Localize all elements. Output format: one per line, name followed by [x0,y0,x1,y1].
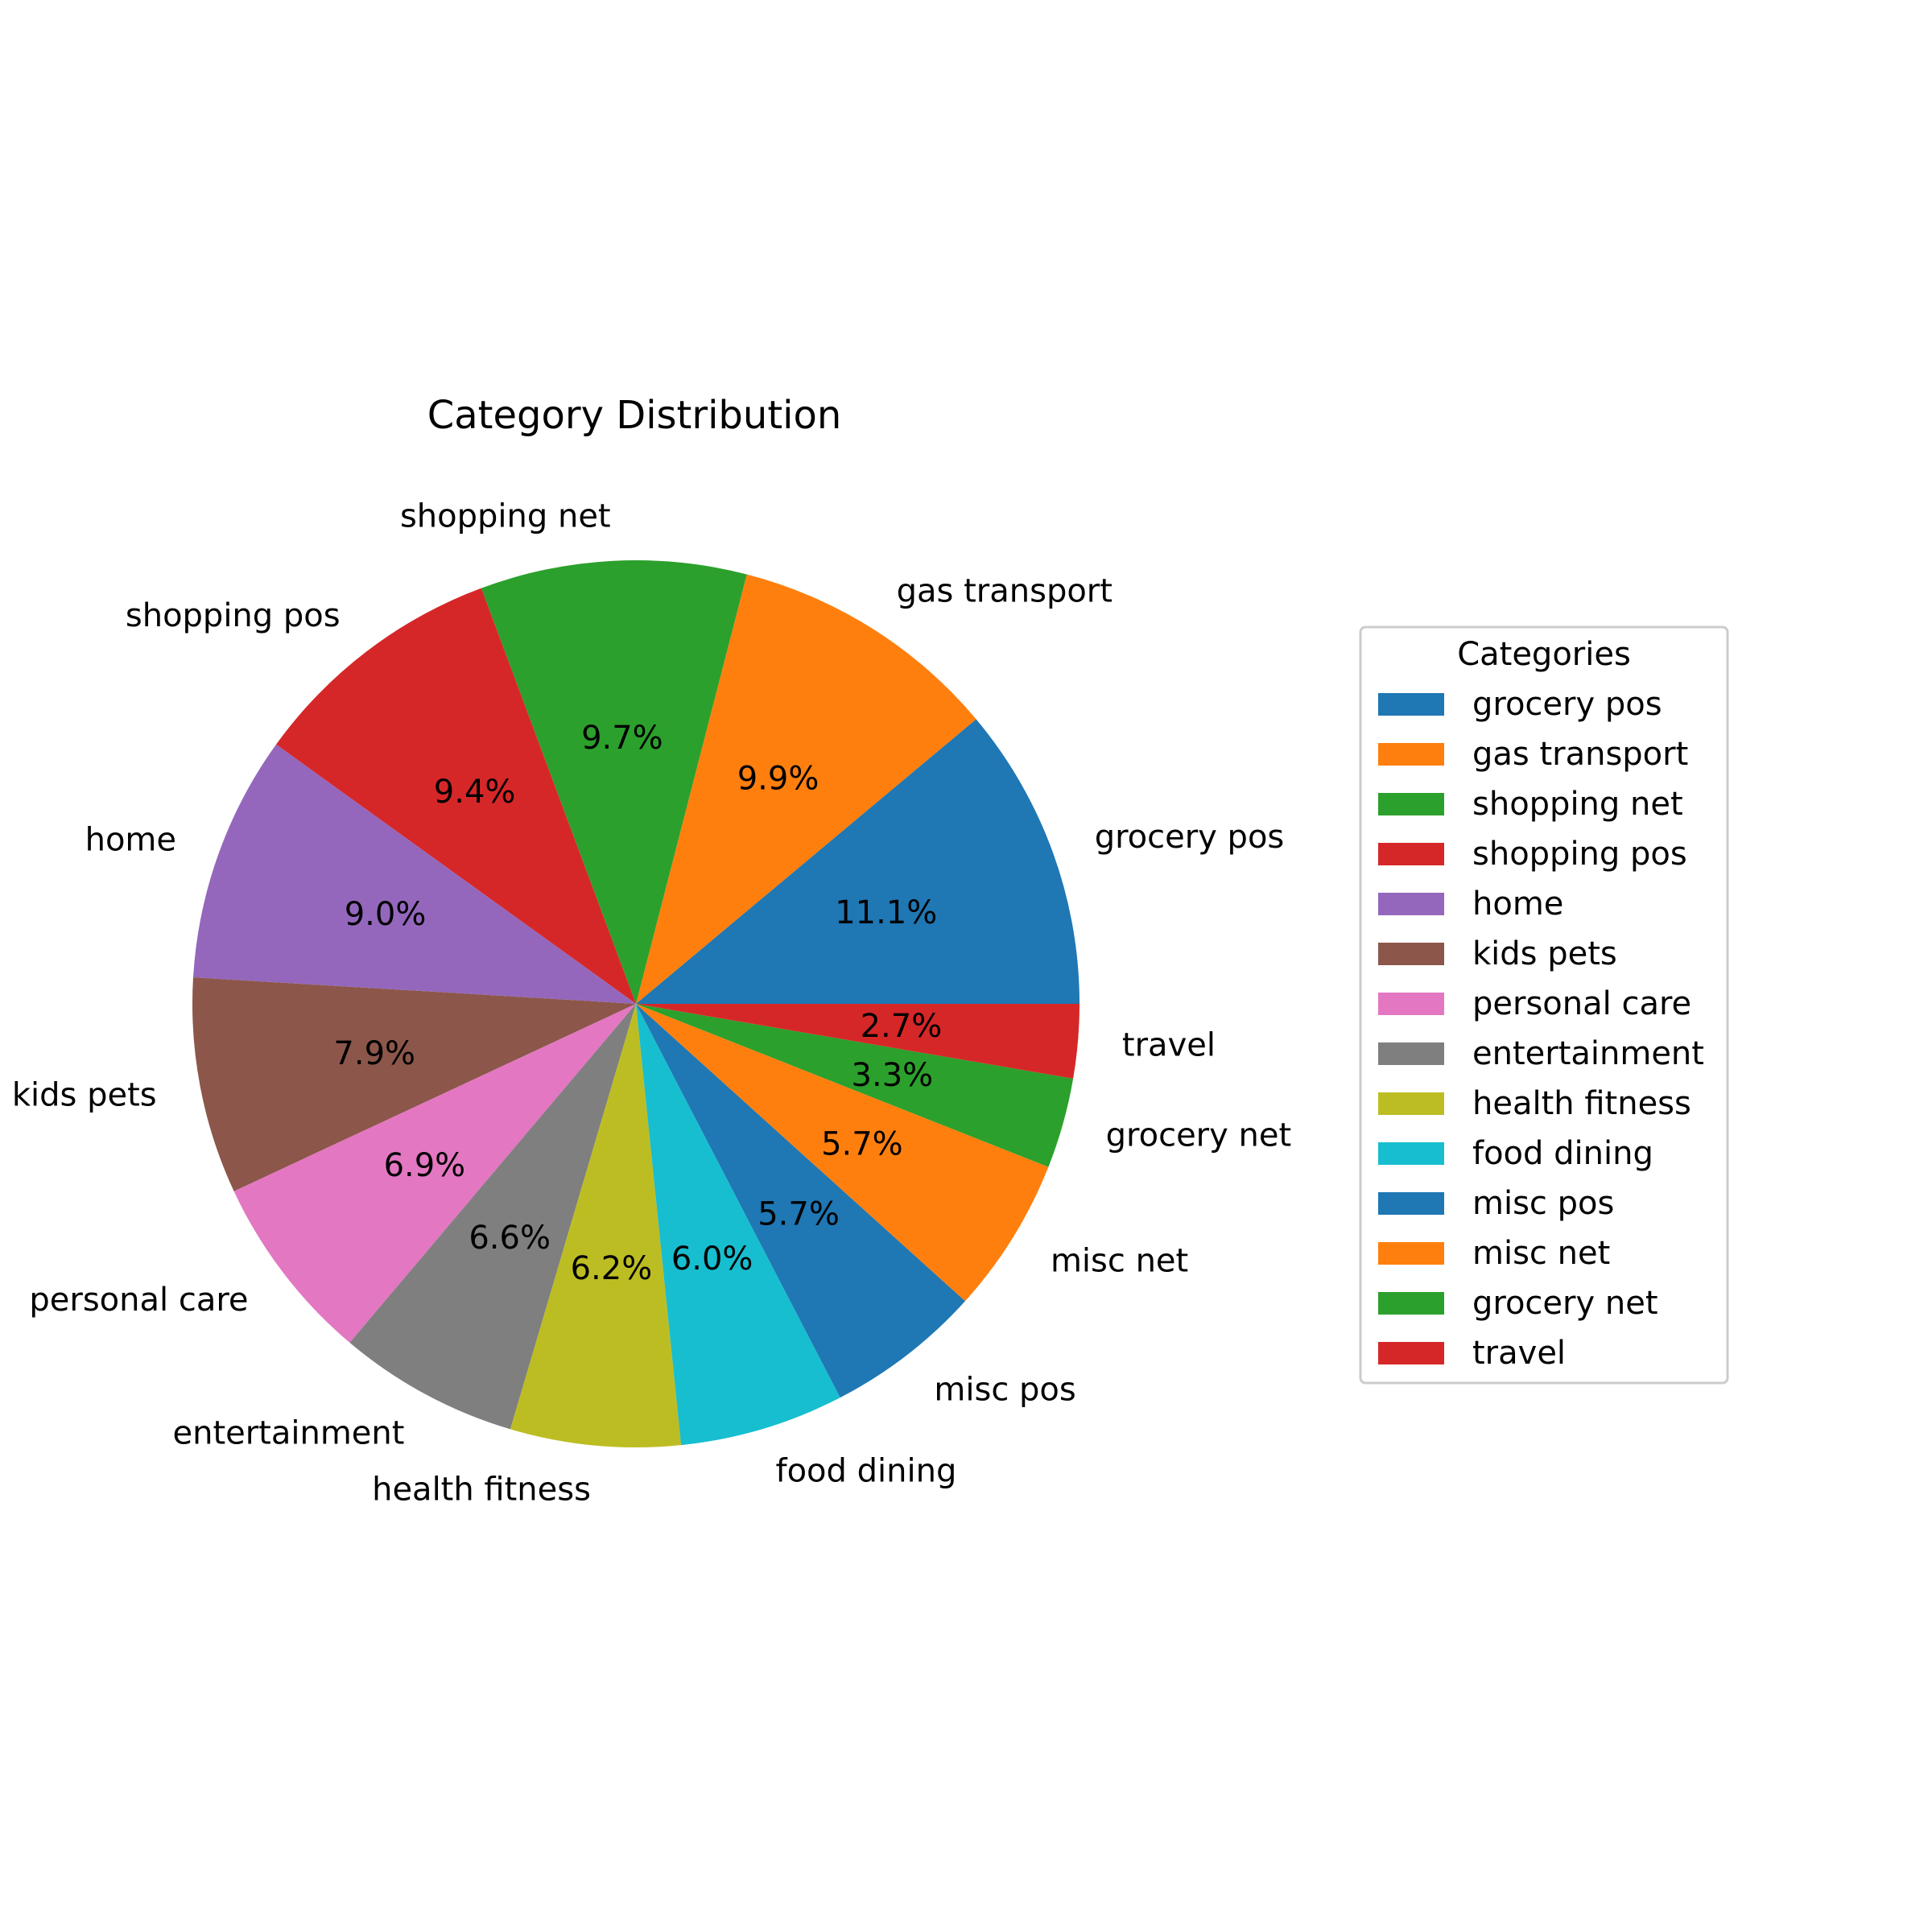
slice-label: shopping net [400,498,611,535]
legend-title: Categories [1457,636,1631,673]
legend-swatch [1378,1042,1444,1065]
slice-label: misc pos [934,1372,1075,1409]
pie-slice-shopping-pos [276,588,636,1004]
pie-slices [192,560,1080,1448]
pie-slice-health-fitness [510,1004,682,1448]
slice-percentage: 7.9% [333,1035,415,1072]
slice-percentage: 5.7% [821,1125,903,1162]
legend-entry: grocery pos [1472,686,1662,723]
slice-percentage: 6.9% [384,1147,466,1184]
legend-entry: food dining [1472,1135,1653,1172]
legend-swatch [1378,1192,1444,1215]
slice-percentage: 9.0% [345,896,427,933]
legend-entry: misc pos [1472,1185,1614,1222]
legend-swatch [1378,843,1444,865]
legend-entry: kids pets [1472,935,1617,972]
slice-label: grocery pos [1095,819,1285,856]
pie-slice-personal-care [233,1004,636,1343]
legend-entry: shopping net [1472,786,1683,823]
pie-slice-home [192,744,636,1004]
pie-slice-gas-transport [636,574,976,1004]
legend-entry: home [1472,886,1563,923]
legend-swatch [1378,1292,1444,1315]
slice-label: gas transport [897,573,1113,610]
slice-percentage: 5.7% [758,1196,840,1233]
slice-percentage: 9.4% [434,774,516,811]
chart-title: Category Distribution [427,393,842,438]
slice-percentage: 6.2% [571,1250,653,1287]
slice-label: misc net [1051,1243,1188,1280]
pie-slice-travel [636,1004,1080,1079]
legend: Categories grocery pos gas transport shopp… [1359,625,1729,1385]
legend-swatch [1378,1142,1444,1165]
slice-percentage: 9.9% [737,760,819,797]
legend-entry: health fitness [1472,1085,1691,1122]
slice-label: food dining [775,1453,956,1490]
legend-entry: gas transport [1472,736,1688,773]
slice-label: shopping pos [126,597,341,634]
legend-swatch [1378,993,1444,1015]
slice-label: grocery net [1106,1117,1292,1154]
slice-percentage: 2.7% [861,1008,943,1045]
legend-swatch [1378,893,1444,915]
slice-percentage: 6.0% [671,1241,753,1278]
pie-slice-grocery-net [636,1004,1074,1167]
pie-slice-misc-pos [636,1004,965,1398]
slice-label: kids pets [12,1076,157,1113]
legend-swatch [1378,793,1444,815]
legend-frame [1359,625,1729,1385]
slice-label: personal care [29,1282,248,1319]
percentage-labels: 11.1% 9.9% 9.7% 9.4% 9.0% 7.9% 6.9%6.6% 6.2% 6.0… [333,720,942,1287]
pie-slice-entertainment [349,1004,636,1430]
legend-swatch [1378,1342,1444,1364]
pie-slice-shopping-net [481,560,747,1004]
slice-label: travel [1122,1026,1216,1063]
pie-slice-grocery-pos [636,719,1080,1004]
slice-percentage: 6.6% [469,1220,551,1257]
pie-slice-misc-net [636,1004,1049,1302]
legend-swatch [1378,943,1444,965]
slice-labels: grocery pos gas transport shopping net shop… [12,498,1291,1509]
legend-entry: misc net [1472,1235,1610,1272]
slice-label: health fitness [372,1472,591,1509]
pie-slice-kids-pets [192,977,637,1191]
legend-swatch [1378,1092,1444,1115]
legend-swatch [1378,693,1444,716]
pie-slice-food-dining [636,1004,840,1446]
slice-percentage: 9.7% [581,720,663,757]
slice-percentage: 11.1% [835,894,937,931]
legend-swatch [1378,1242,1444,1265]
legend-entry: grocery net [1472,1285,1658,1322]
legend-entry: shopping pos [1472,836,1687,873]
legend-entry: entertainment [1472,1035,1704,1072]
legend-entry: personal care [1472,985,1691,1022]
slice-label: entertainment [172,1415,404,1452]
legend-entry: travel [1472,1335,1566,1372]
slice-label: home [85,822,176,859]
legend-swatch [1378,743,1444,766]
slice-percentage: 3.3% [852,1057,934,1094]
